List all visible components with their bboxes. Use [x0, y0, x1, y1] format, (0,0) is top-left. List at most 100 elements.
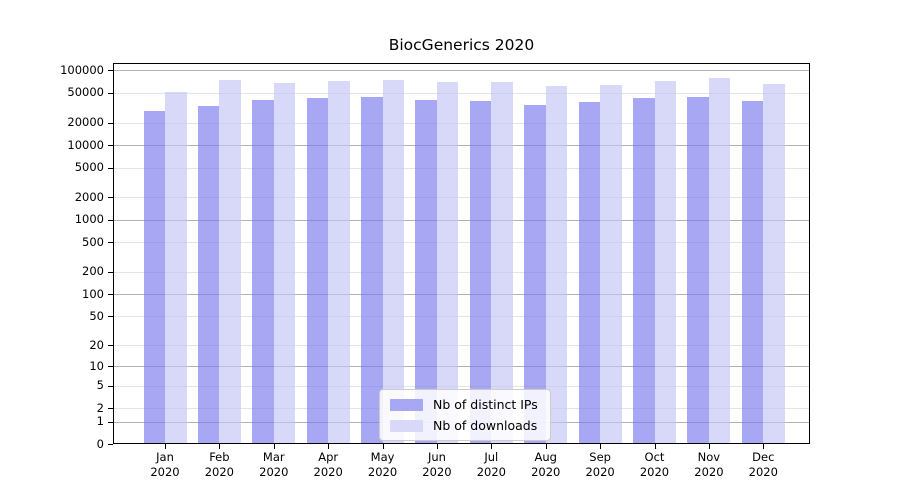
x-tick-label-feb: Feb 2020: [204, 450, 235, 479]
y-tick-label-20: 20: [89, 337, 104, 352]
gridline-20000: [114, 122, 809, 124]
bar-may-distinct-ips: [361, 97, 383, 443]
x-tick-label-jan: Jan 2020: [150, 450, 180, 479]
x-tick-mark-sep: [600, 444, 602, 449]
y-tick-mark-10000: [108, 145, 113, 147]
y-tick-label-2: 2: [96, 400, 104, 415]
bar-jun-distinct-ips: [415, 99, 437, 443]
y-tick-mark-200: [108, 271, 113, 273]
y-tick-mark-0: [108, 444, 113, 445]
x-tick-mark-nov: [708, 444, 710, 449]
x-tick-label-dec: Dec 2020: [748, 450, 778, 479]
plot-area: Nb of distinct IPs Nb of downloads: [113, 63, 810, 444]
x-tick-mark-dec: [763, 444, 765, 449]
legend-swatch-distinct-ips: [390, 398, 423, 411]
legend: Nb of distinct IPs Nb of downloads: [379, 389, 551, 441]
x-tick-mark-oct: [654, 444, 656, 449]
gridline-5: [114, 385, 809, 387]
gridline-10000: [114, 145, 809, 147]
x-tick-label-aug: Aug 2020: [531, 450, 561, 479]
x-tick-label-nov: Nov 2020: [694, 450, 724, 479]
gridline-2000: [114, 197, 809, 199]
x-tick-label-jul: Jul 2020: [476, 450, 506, 479]
y-tick-mark-2000: [108, 197, 113, 199]
y-tick-label-100000: 100000: [60, 62, 104, 77]
y-tick-label-500: 500: [82, 234, 104, 249]
bar-may-downloads: [382, 79, 405, 443]
bar-aug-distinct-ips: [524, 104, 546, 443]
y-tick-mark-20: [108, 345, 113, 347]
gridline-1000: [114, 219, 809, 221]
y-tick-mark-100: [108, 294, 113, 296]
bar-oct-downloads: [654, 80, 676, 443]
bar-jan-downloads: [165, 91, 187, 443]
gridline-20: [114, 345, 809, 347]
bar-dec-downloads: [763, 84, 785, 443]
bar-jan-distinct-ips: [143, 111, 165, 443]
bar-nov-downloads: [708, 77, 731, 443]
x-tick-mark-jun: [436, 444, 438, 449]
x-tick-mark-aug: [545, 444, 547, 449]
gridline-10: [114, 366, 809, 368]
x-tick-label-oct: Oct 2020: [639, 450, 670, 479]
bar-feb-distinct-ips: [197, 106, 220, 443]
y-tick-label-100: 100: [82, 286, 104, 301]
y-tick-mark-50000: [108, 92, 113, 94]
gridline-50000: [114, 92, 809, 94]
y-tick-label-0: 0: [96, 436, 104, 451]
y-tick-mark-500: [108, 242, 113, 244]
bar-jul-distinct-ips: [469, 101, 492, 443]
x-tick-mark-jan: [165, 444, 166, 449]
bar-sep-distinct-ips: [578, 102, 601, 443]
y-tick-mark-10: [108, 366, 113, 368]
y-tick-label-2000: 2000: [74, 189, 104, 204]
legend-item-downloads: Nb of downloads: [390, 418, 538, 433]
y-tick-mark-5000: [108, 167, 113, 169]
gridline-100000: [114, 70, 809, 72]
bar-dec-distinct-ips: [741, 101, 764, 443]
gridline-500: [114, 242, 809, 244]
bar-mar-distinct-ips: [252, 100, 274, 443]
legend-swatch-downloads: [390, 419, 423, 432]
bar-jun-downloads: [436, 81, 459, 443]
bar-oct-distinct-ips: [633, 98, 655, 443]
chart-title: BiocGenerics 2020: [388, 36, 535, 54]
y-tick-label-5: 5: [96, 378, 104, 393]
legend-label-downloads: Nb of downloads: [433, 418, 538, 433]
legend-item-distinct-ips: Nb of distinct IPs: [390, 397, 538, 412]
x-tick-mark-may: [382, 444, 384, 449]
y-tick-label-5000: 5000: [74, 160, 104, 175]
bar-jul-downloads: [491, 82, 513, 443]
x-tick-label-sep: Sep 2020: [585, 450, 615, 479]
y-tick-label-10000: 10000: [67, 137, 104, 152]
x-tick-mark-mar: [273, 444, 275, 449]
y-tick-mark-2: [108, 408, 113, 410]
y-tick-label-1000: 1000: [74, 212, 104, 227]
x-tick-label-mar: Mar 2020: [259, 450, 289, 479]
y-tick-label-50: 50: [89, 308, 104, 323]
gridline-5000: [114, 167, 809, 169]
bar-apr-distinct-ips: [306, 98, 329, 443]
x-tick-mark-feb: [219, 444, 221, 449]
x-tick-mark-jul: [491, 444, 493, 449]
y-tick-label-20000: 20000: [67, 115, 104, 130]
y-tick-mark-1000: [108, 219, 113, 221]
y-tick-mark-5: [108, 385, 113, 387]
gridline-50: [114, 316, 809, 318]
x-tick-mark-apr: [328, 444, 330, 449]
x-tick-label-may: May 2020: [367, 450, 398, 479]
bar-nov-distinct-ips: [687, 97, 709, 443]
y-tick-label-50000: 50000: [67, 85, 104, 100]
y-tick-mark-100000: [108, 70, 113, 72]
gridline-200: [114, 271, 809, 273]
y-tick-label-1: 1: [96, 414, 104, 428]
bar-feb-downloads: [219, 79, 241, 443]
legend-label-distinct-ips: Nb of distinct IPs: [433, 397, 538, 412]
x-tick-label-jun: Jun 2020: [422, 450, 452, 479]
x-tick-label-apr: Apr 2020: [313, 450, 343, 479]
y-tick-mark-1: [108, 421, 113, 423]
y-tick-mark-50: [108, 316, 113, 318]
bar-sep-downloads: [600, 84, 622, 443]
bar-apr-downloads: [328, 81, 350, 443]
